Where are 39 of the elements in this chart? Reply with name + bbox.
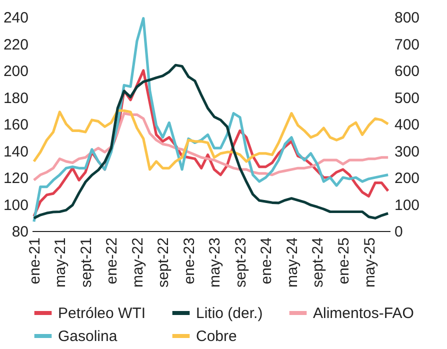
y-tick-label: 80 [12, 224, 28, 240]
line-series [32, 109, 390, 171]
line-series [32, 17, 390, 223]
y-tick-label: 180 [3, 90, 28, 107]
y-tick-label: 160 [3, 116, 28, 134]
x-tick-label: may-23 [206, 238, 224, 288]
x-tick-label: sept-24 [310, 238, 327, 288]
y-tick-label: 200 [3, 63, 28, 80]
legend-label: Cobre [196, 328, 237, 345]
y2-tick-label: 200 [394, 170, 420, 187]
x-tick-label: ene-23 [180, 238, 198, 284]
x-tick-label: may-21 [52, 238, 70, 288]
y2-tick-label: 800 [394, 10, 420, 26]
y2-tick-label: 0 [394, 224, 403, 240]
x-tick-label: may-24 [284, 238, 301, 288]
y-tick-label: 140 [3, 143, 28, 160]
y-tick-label: 100 [3, 196, 28, 214]
x-tick-label: may-22 [129, 238, 146, 288]
y2-tick-label: 700 [394, 36, 420, 54]
legend-label: Gasolina [58, 328, 118, 345]
x-tick-label: sept-21 [78, 238, 95, 288]
y-tick-label: 220 [3, 36, 28, 54]
x-tick-label: sept-22 [155, 238, 172, 288]
legend-label: Litio (der.) [196, 305, 263, 322]
x-tick-label: may-25 [361, 238, 378, 288]
y2-tick-label: 100 [394, 196, 420, 214]
x-tick-label: ene-24 [258, 238, 276, 284]
x-tick-label: ene-25 [335, 238, 352, 284]
x-tick-label: sept-23 [232, 238, 250, 288]
y2-tick-label: 400 [394, 116, 420, 134]
y-tick-label: 120 [3, 170, 28, 187]
legend-label: Petróleo WTI [58, 305, 146, 322]
y2-tick-label: 600 [394, 63, 420, 80]
x-tick-label: ene-22 [104, 238, 121, 284]
x-tick-label: ene-21 [26, 238, 44, 284]
y2-tick-label: 300 [394, 143, 420, 160]
legend-label: Alimentos-FAO [313, 305, 414, 322]
y2-tick-label: 500 [394, 90, 420, 107]
y-tick-label: 240 [3, 10, 28, 26]
